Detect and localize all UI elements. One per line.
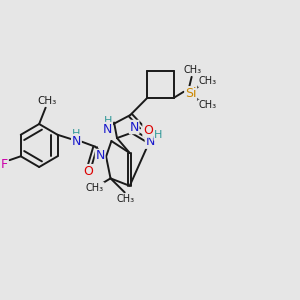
Text: O: O <box>84 165 93 178</box>
Text: N: N <box>129 121 139 134</box>
Text: CH₃: CH₃ <box>86 183 104 193</box>
Text: CH₃: CH₃ <box>117 194 135 204</box>
Text: N: N <box>72 134 81 148</box>
Text: CH₃: CH₃ <box>183 65 201 75</box>
Text: H: H <box>72 129 81 139</box>
Text: CH₃: CH₃ <box>198 76 216 86</box>
Text: H: H <box>154 130 163 140</box>
Text: N: N <box>95 149 105 163</box>
Text: H: H <box>103 116 112 126</box>
Text: Si: Si <box>185 87 196 100</box>
Text: O: O <box>143 124 153 137</box>
Text: N: N <box>103 123 112 136</box>
Text: CH₃: CH₃ <box>38 96 57 106</box>
Text: CH₃: CH₃ <box>198 100 216 110</box>
Text: N: N <box>146 135 155 148</box>
Text: F: F <box>1 158 8 170</box>
